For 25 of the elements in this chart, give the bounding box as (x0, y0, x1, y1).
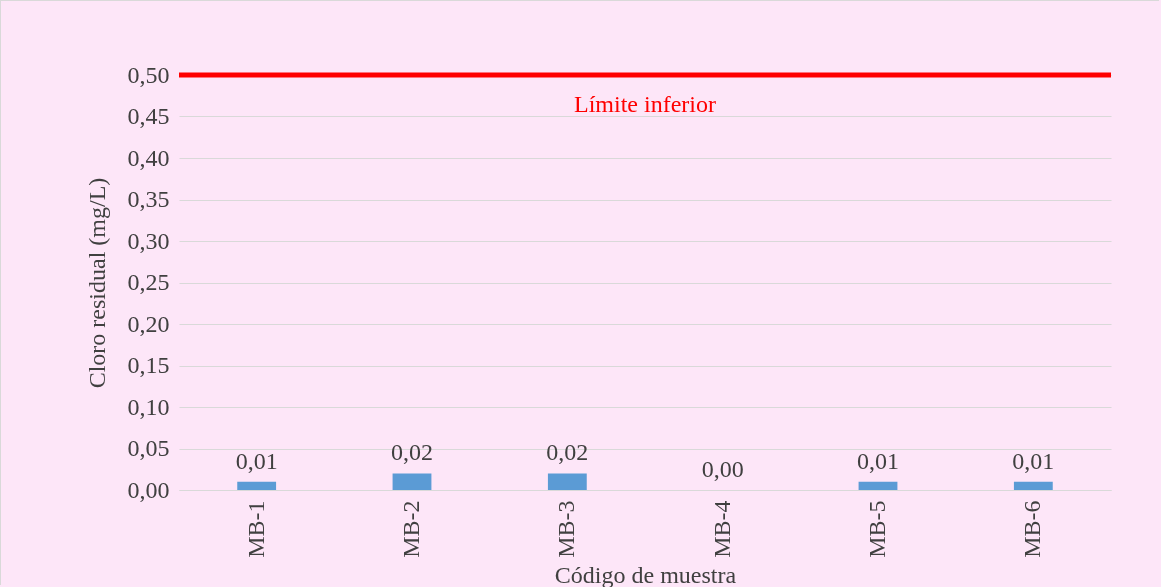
y-tick-label: 0,40 (127, 144, 170, 171)
y-tick-label: 0,50 (127, 61, 170, 88)
y-tick-label: 0,05 (127, 435, 170, 461)
data-label: 0,01 (857, 447, 899, 474)
y-axis-title: Cloro residual (mg/L) (83, 177, 110, 389)
data-label: 0,01 (235, 447, 278, 474)
y-tick-label: 0,10 (127, 393, 170, 420)
data-label: 0,00 (701, 456, 744, 482)
x-tick-label: MB-5 (864, 500, 890, 558)
x-tick-label: MB-6 (1019, 500, 1046, 558)
data-label: 0,02 (546, 439, 589, 466)
y-tick-label: 0,25 (127, 269, 170, 295)
ref-line-label: Límite inferior (574, 91, 716, 117)
x-tick-label: MB-3 (553, 500, 580, 558)
y-tick-label: 0,45 (127, 103, 170, 129)
x-tick-label: MB-2 (398, 500, 424, 558)
y-tick-label: 0,35 (127, 186, 170, 212)
y-tick-label: 0,15 (127, 352, 170, 378)
y-tick-label: 0,30 (127, 227, 170, 254)
data-label: 0,01 (1012, 447, 1055, 474)
x-tick-label: MB-1 (242, 500, 269, 558)
y-tick-label: 0,00 (127, 476, 170, 503)
x-tick-label: MB-4 (708, 500, 735, 558)
y-tick-label: 0,20 (127, 310, 170, 337)
data-label: 0,02 (391, 439, 433, 466)
